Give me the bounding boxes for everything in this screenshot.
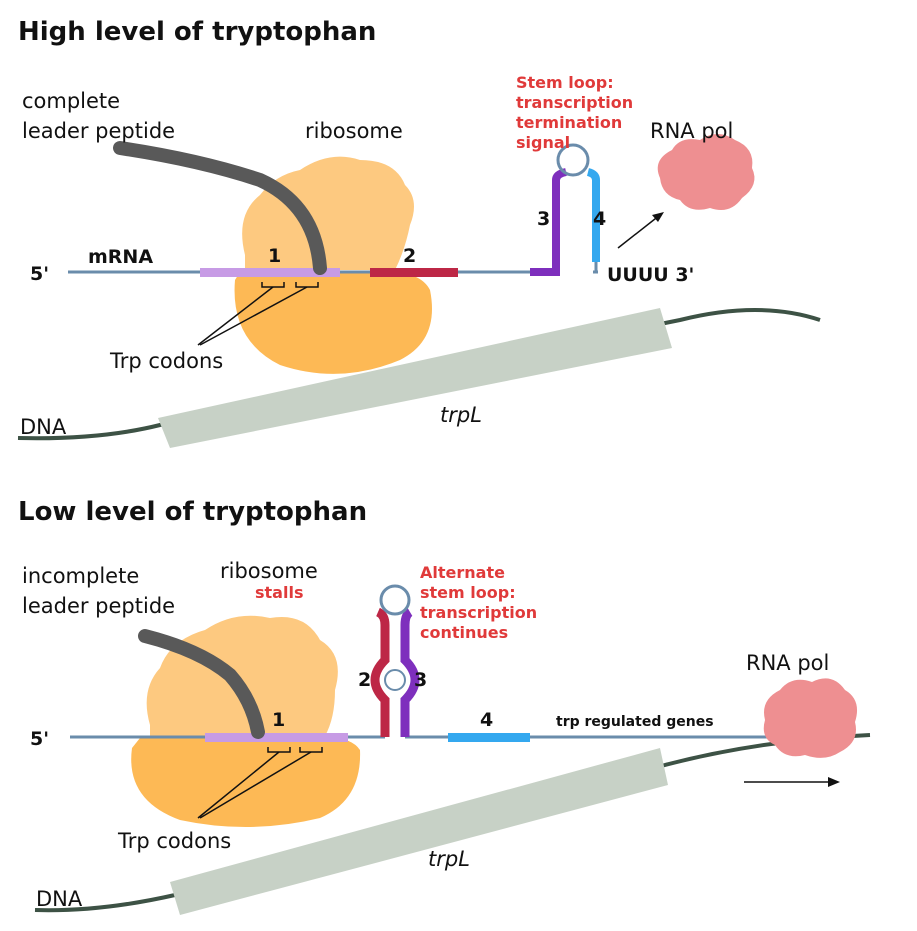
high-five-prime-label: 5' [30,263,49,285]
low-stem-label-line1: Alternate [420,563,505,582]
high-region-3-label: 3 [537,208,550,230]
low-region-2-stem [370,607,390,737]
low-gene-label: trpL [428,847,470,871]
low-stem-label-line4: continues [420,623,508,642]
low-five-prime-label: 5' [30,728,49,750]
high-stem-label-line3: termination [516,113,622,132]
low-region-2-label: 2 [358,669,371,691]
high-region-2 [370,268,458,277]
high-uuuu-label: UUUU 3' [607,264,694,286]
high-region-1 [200,268,340,277]
high-ribosome-small-subunit [242,156,414,270]
low-stem-label-line2: stem loop: [420,583,516,602]
high-region-4-stem [586,168,600,262]
low-incomplete-leader-peptide [138,629,265,739]
low-region-3-stem [400,608,420,737]
high-complete-leader-peptide [113,141,327,275]
high-ribosome-label: ribosome [305,119,403,143]
low-leader-label-line2: leader peptide [22,594,175,618]
low-transcription-arrow-head [828,777,840,787]
low-rna-pol [763,678,858,758]
high-stem-loop [556,143,590,177]
low-region-4 [448,733,530,742]
low-ribosome-label: ribosome [220,559,318,583]
high-region-2-label: 2 [403,245,416,267]
low-trp-codons-label: Trp codons [117,829,231,853]
low-stem-upper-loop [379,584,411,616]
high-ribosome-large-subunit [234,271,432,374]
high-region-4-label: 4 [593,208,606,230]
high-mrna-label: mRNA [88,246,153,268]
low-genes-label: trp regulated genes [556,714,714,730]
high-leader-label-line2: leader peptide [22,119,175,143]
low-dna-label: DNA [36,887,83,911]
high-tryptophan-panel: High level of tryptophan DNA trpL riboso… [17,17,821,448]
high-trp-pointer-1 [197,286,274,346]
low-stem-label-line3: transcription [420,603,537,622]
high-gene-label: trpL [440,403,482,427]
high-leader-label-line1: complete [22,89,120,113]
high-trp-codons-label: Trp codons [109,349,223,373]
high-panel-title: High level of tryptophan [18,17,376,47]
low-region-1 [205,733,348,742]
low-stem-internal-loop [384,669,406,691]
low-region-4-label: 4 [480,709,493,731]
high-stem-label-line1: Stem loop: [516,73,614,92]
low-trp-pointer-2 [199,751,312,819]
low-region-3-label: 3 [414,669,427,691]
high-rna-pol-label: RNA pol [650,119,733,143]
low-leader-label-line1: incomplete [22,564,139,588]
low-ribosome-small-subunit [146,615,338,736]
low-panel-title: Low level of tryptophan [18,497,367,527]
low-trp-pointer-1 [197,751,280,819]
low-rna-pol-label: RNA pol [746,651,829,675]
low-stalls-label: stalls [255,583,303,602]
low-region-1-label: 1 [272,709,285,731]
high-trpl-gene-box [158,308,672,448]
high-dna-label: DNA [20,415,67,439]
high-release-arrow-line [617,214,661,249]
high-release-arrow-head [652,212,664,222]
low-trpl-gene-box [170,748,668,915]
high-stem-label-line4: signal [516,133,570,152]
high-rna-pol [657,134,755,211]
low-tryptophan-panel: Low level of tryptophan DNA trpL ribosom… [18,497,871,915]
high-trp-pointer-2 [199,286,308,346]
high-region-1-label: 1 [268,245,281,267]
high-stem-label-line2: transcription [516,93,633,112]
low-ribosome-large-subunit [131,738,361,828]
